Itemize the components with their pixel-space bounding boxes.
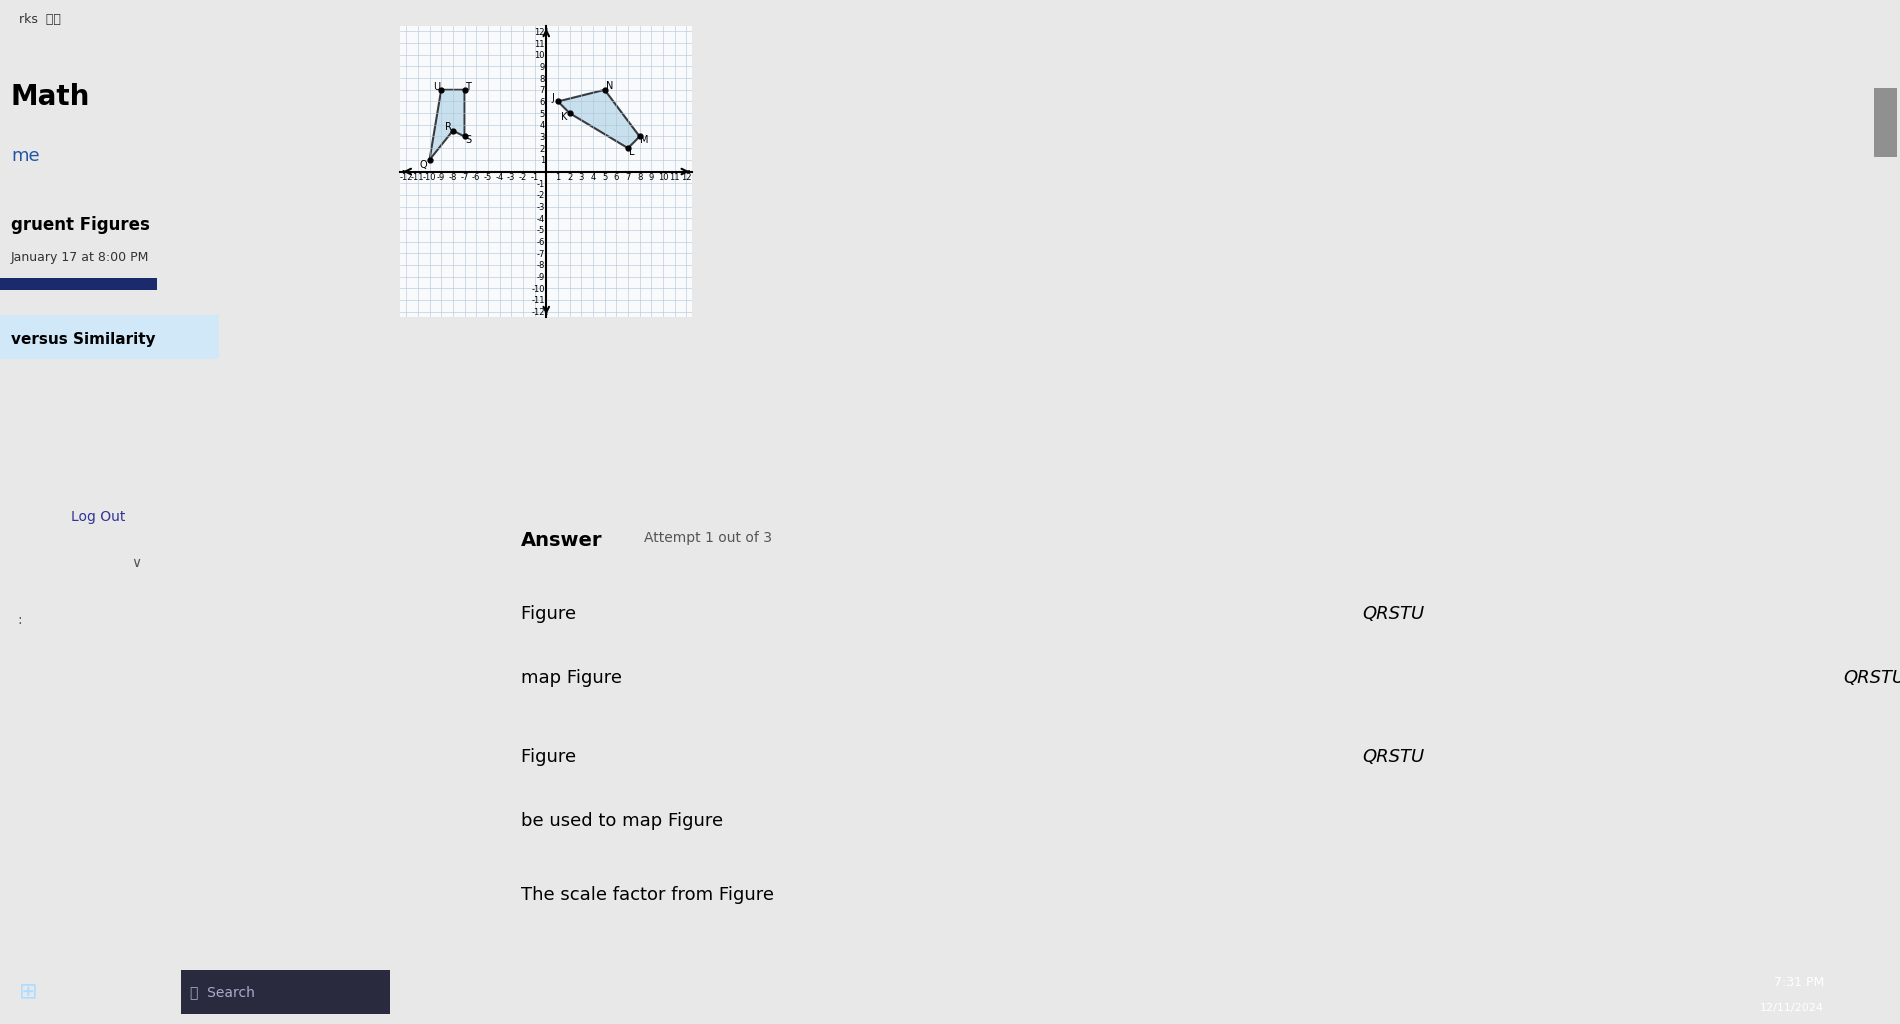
Text: M: M (640, 135, 648, 145)
Text: T: T (466, 83, 471, 92)
Text: Q: Q (420, 160, 428, 170)
Text: ∨: ∨ (131, 556, 141, 570)
Text: Log Out: Log Out (70, 510, 125, 523)
Text: L: L (629, 146, 635, 157)
Text: :: : (17, 613, 23, 627)
Text: K: K (560, 112, 566, 122)
Text: Answer: Answer (521, 531, 602, 551)
Polygon shape (559, 90, 640, 148)
Text: Attempt 1 out of 3: Attempt 1 out of 3 (644, 531, 771, 546)
Text: rks  ⧉⧉: rks ⧉⧉ (19, 13, 61, 26)
Text: ⊞: ⊞ (19, 982, 38, 1002)
Text: 🔍  Search: 🔍 Search (190, 985, 255, 999)
Text: map Figure: map Figure (521, 670, 627, 687)
Text: N: N (606, 81, 614, 91)
Text: Math: Math (11, 83, 91, 112)
Text: R: R (445, 122, 452, 132)
Text: Figure: Figure (521, 749, 581, 766)
Bar (1873, 88, 1896, 157)
Text: S: S (466, 135, 471, 145)
Text: gruent Figures: gruent Figures (11, 216, 150, 234)
Text: be used to map Figure: be used to map Figure (521, 812, 730, 830)
Text: U: U (433, 83, 441, 92)
Text: QRSTU: QRSTU (1843, 670, 1900, 687)
Bar (180, 970, 390, 1015)
Text: 7:31 PM: 7:31 PM (1775, 976, 1824, 989)
Text: The scale factor from Figure: The scale factor from Figure (521, 886, 779, 904)
Text: January 17 at 8:00 PM: January 17 at 8:00 PM (11, 251, 150, 264)
Bar (0, 314, 218, 359)
Text: 12/11/2024: 12/11/2024 (1759, 1004, 1824, 1013)
Text: J: J (551, 93, 555, 103)
Bar (0, 279, 158, 290)
Text: versus Similarity: versus Similarity (11, 332, 156, 347)
Text: QRSTU: QRSTU (1362, 605, 1425, 624)
Polygon shape (429, 90, 464, 160)
Text: me: me (11, 147, 40, 165)
Text: Figure: Figure (521, 605, 581, 624)
Text: QRSTU: QRSTU (1362, 749, 1425, 766)
